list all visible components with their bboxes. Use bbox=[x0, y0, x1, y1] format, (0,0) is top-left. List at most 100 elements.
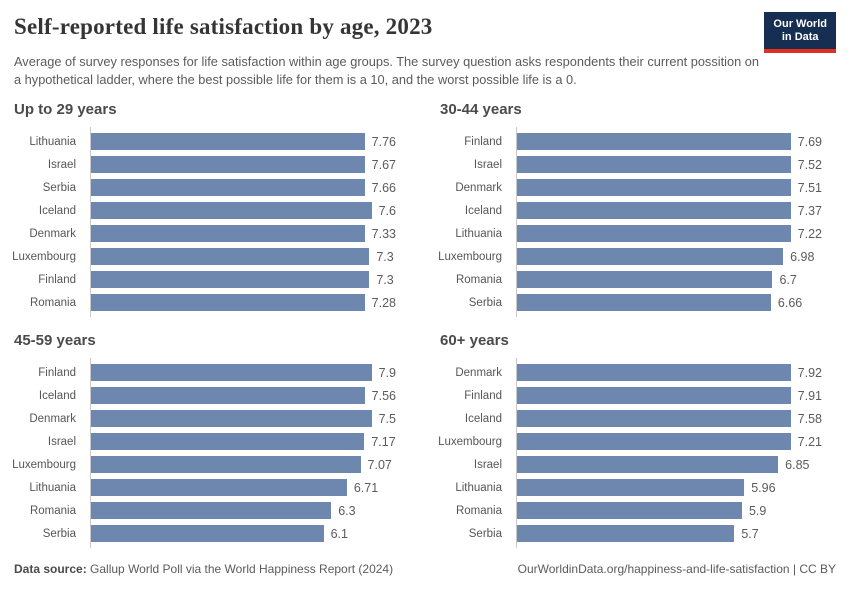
owid-logo[interactable]: Our World in Data bbox=[764, 12, 836, 53]
owid-url-license[interactable]: OurWorldinData.org/happiness-and-life-sa… bbox=[517, 562, 836, 576]
bar[interactable] bbox=[517, 179, 791, 196]
bar[interactable] bbox=[517, 410, 791, 427]
bar[interactable] bbox=[91, 248, 370, 265]
value-label: 7.21 bbox=[797, 434, 822, 449]
bar-row: Lithuania 7.76 bbox=[29, 130, 410, 153]
bar[interactable] bbox=[91, 271, 370, 288]
bar[interactable] bbox=[517, 387, 791, 404]
bar-row: Finland 7.69 bbox=[464, 130, 836, 153]
bar-row: Serbia 7.66 bbox=[43, 176, 410, 199]
value-label: 7.9 bbox=[378, 365, 396, 380]
bar[interactable] bbox=[517, 364, 791, 381]
bar-track: 7.91 bbox=[517, 384, 822, 407]
bar-row: Finland 7.91 bbox=[464, 384, 836, 407]
value-label: 6.1 bbox=[330, 526, 348, 541]
country-label: Luxembourg bbox=[12, 458, 76, 471]
country-label: Iceland bbox=[38, 389, 76, 402]
country-label: Lithuania bbox=[29, 135, 76, 148]
value-label: 7.69 bbox=[797, 134, 822, 149]
chart-subtitle: Average of survey responses for life sat… bbox=[14, 54, 759, 87]
bar[interactable] bbox=[91, 202, 372, 219]
country-label: Israel bbox=[473, 158, 502, 171]
country-label: Finland bbox=[464, 389, 502, 402]
bar[interactable] bbox=[91, 225, 365, 242]
country-label: Luxembourg bbox=[438, 250, 502, 263]
bar-row: Iceland 7.37 bbox=[465, 199, 836, 222]
value-label: 7.17 bbox=[371, 434, 396, 449]
country-label: Serbia bbox=[468, 296, 502, 309]
bar-row: Israel 7.52 bbox=[474, 153, 836, 176]
bar-row: Iceland 7.58 bbox=[465, 407, 836, 430]
bar-row: Israel 7.17 bbox=[48, 430, 410, 453]
bar[interactable] bbox=[91, 525, 324, 542]
small-multiples-grid: Up to 29 years Lithuania 7.76 Israel 7.67 Se… bbox=[12, 101, 836, 548]
bar[interactable] bbox=[91, 133, 365, 150]
bar-track: 6.98 bbox=[517, 245, 822, 268]
bar[interactable] bbox=[517, 456, 779, 473]
bar-track: 6.7 bbox=[517, 268, 822, 291]
bar-track: 7.3 bbox=[91, 268, 396, 291]
country-label: Romania bbox=[455, 273, 502, 286]
country-label: Finland bbox=[38, 366, 76, 379]
bar[interactable] bbox=[91, 294, 365, 311]
bar[interactable] bbox=[517, 225, 791, 242]
panel-up-to-29-years: Up to 29 years Lithuania 7.76 Israel 7.67 Se… bbox=[12, 101, 410, 317]
bar-row: Denmark 7.92 bbox=[455, 361, 836, 384]
bar[interactable] bbox=[517, 156, 791, 173]
page-title: Self-reported life satisfaction by age, … bbox=[14, 14, 433, 39]
bar[interactable] bbox=[91, 179, 365, 196]
bar-track: 7.51 bbox=[517, 176, 822, 199]
bar[interactable] bbox=[91, 433, 365, 450]
value-label: 6.98 bbox=[790, 249, 815, 264]
value-label: 7.33 bbox=[371, 226, 396, 241]
country-label: Romania bbox=[29, 504, 76, 517]
bar-row: Iceland 7.6 bbox=[39, 199, 410, 222]
country-label: Denmark bbox=[29, 227, 76, 240]
bar-track: 7.5 bbox=[91, 407, 396, 430]
panel-title: 30-44 years bbox=[440, 101, 522, 118]
bar-row: Lithuania 6.71 bbox=[29, 476, 410, 499]
bar[interactable] bbox=[517, 133, 791, 150]
value-label: 7.58 bbox=[797, 411, 822, 426]
bar[interactable] bbox=[517, 502, 742, 519]
bar-row: Finland 7.9 bbox=[38, 361, 410, 384]
bar[interactable] bbox=[517, 525, 735, 542]
bar[interactable] bbox=[91, 156, 365, 173]
value-label: 7.6 bbox=[378, 203, 396, 218]
bar[interactable] bbox=[517, 202, 791, 219]
bar-track: 7.67 bbox=[91, 153, 396, 176]
value-label: 5.7 bbox=[741, 526, 759, 541]
bar-row: Israel 6.85 bbox=[474, 453, 836, 476]
value-label: 7.37 bbox=[797, 203, 822, 218]
bar[interactable] bbox=[91, 479, 347, 496]
bar-row: Romania 7.28 bbox=[30, 291, 410, 314]
bar[interactable] bbox=[517, 271, 773, 288]
bar[interactable] bbox=[91, 410, 372, 427]
bar-track: 6.71 bbox=[91, 476, 396, 499]
value-label: 7.28 bbox=[371, 295, 396, 310]
value-label: 5.96 bbox=[751, 480, 776, 495]
bar[interactable] bbox=[91, 502, 332, 519]
bar-row: Luxembourg 7.07 bbox=[12, 453, 410, 476]
bar-track: 6.66 bbox=[517, 291, 822, 314]
value-label: 6.3 bbox=[338, 503, 356, 518]
value-label: 7.3 bbox=[376, 272, 394, 287]
bar[interactable] bbox=[517, 433, 791, 450]
bar[interactable] bbox=[517, 294, 771, 311]
bar[interactable] bbox=[91, 364, 372, 381]
bar[interactable] bbox=[91, 387, 365, 404]
bar-row: Iceland 7.56 bbox=[39, 384, 410, 407]
bar[interactable] bbox=[517, 248, 784, 265]
country-label: Iceland bbox=[464, 412, 502, 425]
bar-row: Serbia 6.1 bbox=[43, 522, 410, 545]
bar-row: Finland 7.3 bbox=[38, 268, 410, 291]
panel-title: 45-59 years bbox=[14, 332, 96, 349]
bar[interactable] bbox=[517, 479, 745, 496]
country-label: Luxembourg bbox=[438, 435, 502, 448]
bar-track: 7.52 bbox=[517, 153, 822, 176]
country-label: Iceland bbox=[464, 204, 502, 217]
data-source-text: Gallup World Poll via the World Happines… bbox=[90, 562, 394, 576]
bar[interactable] bbox=[91, 456, 361, 473]
value-label: 5.9 bbox=[748, 503, 767, 518]
panel-60-plus-years: 60+ years Denmark 7.92 Finland 7.91 Iceland 7… bbox=[438, 332, 836, 548]
